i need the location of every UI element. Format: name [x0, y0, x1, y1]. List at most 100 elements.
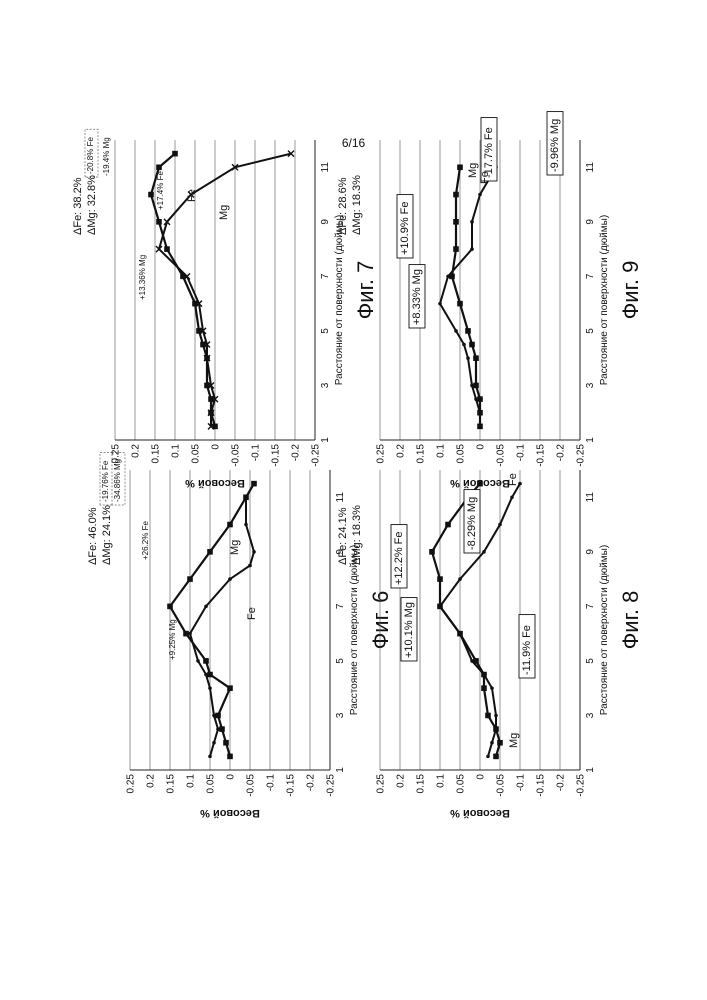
y-tick-label: 0.2	[396, 444, 407, 458]
data-point-mg	[204, 673, 208, 677]
x-tick-label: 7	[585, 603, 596, 609]
data-point-mg	[494, 714, 498, 718]
data-point-fe	[219, 726, 225, 732]
data-point-mg	[458, 632, 462, 636]
data-point-mg	[446, 275, 450, 279]
data-point-fe	[469, 342, 475, 348]
series-label: Mg	[508, 733, 520, 748]
y-tick-label: 0.1	[436, 444, 447, 458]
y-tick-label: 0.25	[111, 444, 122, 464]
y-tick-label: -0.2	[291, 444, 302, 462]
annotation-label: -34.86% Mg	[113, 459, 122, 502]
y-tick-label: 0.05	[456, 774, 467, 794]
data-point-fe	[453, 219, 459, 225]
data-point-mg	[462, 343, 466, 347]
y-tick-label: 0.2	[396, 774, 407, 788]
series-label: Mg	[229, 540, 241, 555]
series-line-mg	[159, 154, 291, 427]
annotation-label: +12.2% Fe	[393, 531, 405, 585]
y-tick-label: -0.15	[536, 774, 547, 797]
data-point-mg	[208, 686, 212, 690]
x-tick-label: 5	[585, 328, 596, 334]
data-point-fe	[183, 631, 189, 637]
delta-summary: ΔMg: 18.3%	[351, 505, 363, 565]
data-point-fe	[187, 576, 193, 582]
y-tick-label: 0.2	[146, 774, 157, 788]
annotation-label: -19.4% Mg	[102, 137, 111, 176]
data-point-mg	[470, 384, 474, 388]
annotation-label: +9.25% Mg	[168, 619, 177, 660]
data-point-fe	[227, 522, 233, 528]
y-tick-label: -0.25	[576, 444, 587, 467]
x-tick-label: 1	[320, 437, 331, 443]
y-tick-label: 0.15	[416, 774, 427, 794]
y-tick-label: -0.1	[516, 774, 527, 792]
y-tick-label: 0.15	[416, 444, 427, 464]
delta-summary: ΔFe: 46.0%	[87, 507, 99, 565]
y-tick-label: -0.25	[576, 774, 587, 797]
data-point-mg	[208, 755, 212, 759]
data-point-mg	[244, 495, 248, 499]
data-point-fe	[497, 740, 503, 746]
y-tick-label: -0.2	[306, 774, 317, 792]
annotation-label: -9.96% Mg	[549, 119, 561, 172]
data-point-mg	[494, 727, 498, 731]
y-tick-label: 0.25	[376, 444, 387, 464]
data-point-fe	[481, 685, 487, 691]
data-point-mg	[470, 247, 474, 251]
data-point-mg	[228, 577, 232, 581]
y-tick-label: 0	[226, 774, 237, 780]
data-point-mg	[216, 727, 220, 731]
annotation-label: +8.33% Mg	[411, 269, 423, 325]
series-label: Fe	[246, 607, 258, 620]
data-point-fe	[251, 481, 257, 487]
data-point-mg	[486, 755, 490, 759]
data-point-mg	[212, 714, 216, 718]
y-axis-title: Весовой %	[200, 807, 260, 819]
data-point-mg	[248, 564, 252, 568]
data-point-mg	[478, 425, 482, 429]
data-point-fe	[453, 192, 459, 198]
data-point-fe	[485, 713, 491, 719]
data-point-mg	[438, 605, 442, 609]
y-tick-label: -0.1	[251, 444, 262, 462]
y-tick-label: -0.05	[496, 774, 507, 797]
data-point-fe	[465, 328, 471, 334]
data-point-mg	[196, 659, 200, 663]
data-point-mg	[212, 741, 216, 745]
x-tick-label: 5	[585, 658, 596, 664]
data-point-fe	[203, 658, 209, 664]
x-tick-label: 9	[585, 549, 596, 555]
annotation-label: -17.7% Fe	[483, 127, 495, 178]
x-tick-label: 3	[320, 382, 331, 388]
y-tick-label: -0.2	[556, 444, 567, 462]
delta-summary: ΔMg: 18.3%	[351, 175, 363, 235]
y-tick-label: -0.25	[311, 444, 322, 467]
series-label: Mg	[218, 205, 230, 220]
y-tick-label: 0.1	[186, 774, 197, 788]
y-tick-label: 0.15	[151, 444, 162, 464]
x-axis-title: Расстояние от поверхности (дюймы)	[334, 215, 345, 385]
y-tick-label: 0.05	[191, 444, 202, 464]
x-axis-title: Расстояние от поверхности (дюймы)	[599, 215, 610, 385]
x-axis-title: Расстояние от поверхности (дюймы)	[599, 545, 610, 715]
data-point-mg	[188, 632, 192, 636]
data-point-fe	[207, 672, 213, 678]
annotation-label: +13.36% Mg	[138, 255, 147, 300]
annotation-label: -11.9% Fe	[521, 625, 533, 675]
data-point-mg	[478, 411, 482, 415]
data-point-fe	[473, 383, 479, 389]
data-point-fe	[227, 685, 233, 691]
annotation-label: -19.76% Fe	[101, 460, 110, 502]
y-axis-title: Весовой %	[450, 807, 510, 819]
data-point-mg	[474, 397, 478, 401]
annotation-label: +10.1% Mg	[403, 602, 415, 658]
x-tick-label: 5	[320, 328, 331, 334]
y-tick-label: -0.05	[246, 774, 257, 797]
y-tick-label: -0.2	[556, 774, 567, 792]
chart-fig7: 0.250.20.150.10.050-0.05-0.1-0.15-0.2-0.…	[72, 129, 378, 489]
annotation-label: +17.4% Fe	[156, 171, 165, 210]
y-tick-label: -0.15	[271, 444, 282, 467]
data-point-mg	[510, 495, 514, 499]
series-label: Fe	[186, 189, 198, 202]
